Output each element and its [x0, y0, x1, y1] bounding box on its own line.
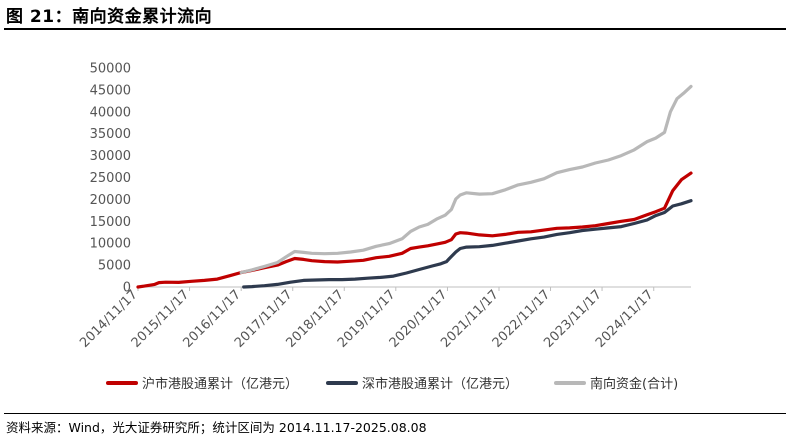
series-line-2	[242, 199, 693, 289]
y-tick-label: 40000	[90, 105, 131, 120]
y-tick-label: 15000	[90, 215, 131, 230]
y-tick-label: 0	[123, 281, 131, 296]
y-tick-label: 45000	[90, 83, 131, 98]
y-tick-label: 25000	[90, 171, 131, 186]
title-rule	[4, 28, 786, 30]
y-tick-label: 5000	[98, 259, 131, 274]
legend-label-1: 沪市港股通累计（亿港元）	[142, 376, 298, 392]
y-tick-label: 35000	[90, 127, 131, 142]
series-line-3	[239, 84, 693, 275]
series-line-1	[136, 171, 693, 289]
figure-title: 图 21：南向资金累计流向	[6, 7, 213, 27]
source-note: 资料来源：Wind，光大证券研究所；统计区间为 2014.11.17-2025.…	[6, 420, 427, 435]
y-tick-label: 10000	[90, 237, 131, 252]
legend-label-3: 南向资金(合计)	[590, 376, 678, 392]
source-rule	[4, 413, 786, 414]
y-tick-label: 20000	[90, 193, 131, 208]
legend-label-2: 深市港股通累计（亿港元）	[362, 376, 518, 392]
y-tick-label: 50000	[90, 62, 131, 77]
line-chart: 0 5000 10000 15000 20000 25000 30000 35000 40000…	[77, 62, 693, 392]
y-tick-label: 30000	[90, 149, 131, 164]
